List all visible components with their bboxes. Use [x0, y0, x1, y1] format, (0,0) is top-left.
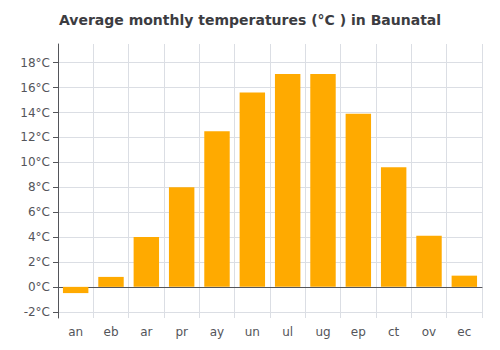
svg-text:an: an — [68, 325, 83, 339]
svg-text:ov: ov — [422, 325, 436, 339]
svg-text:0°C: 0°C — [28, 280, 50, 294]
svg-text:Average monthly temperatures (: Average monthly temperatures (°C ) in Ba… — [59, 12, 441, 28]
svg-text:ug: ug — [315, 325, 330, 339]
svg-text:ec: ec — [457, 325, 471, 339]
svg-text:12°C: 12°C — [20, 130, 50, 144]
svg-text:4°C: 4°C — [28, 230, 50, 244]
svg-text:ay: ay — [210, 325, 224, 339]
svg-text:ct: ct — [388, 325, 400, 339]
svg-text:6°C: 6°C — [28, 205, 50, 219]
svg-text:eb: eb — [104, 325, 119, 339]
svg-text:8°C: 8°C — [28, 180, 50, 194]
svg-text:2°C: 2°C — [28, 255, 50, 269]
svg-text:ep: ep — [351, 325, 366, 339]
svg-text:10°C: 10°C — [20, 155, 50, 169]
svg-text:ul: ul — [282, 325, 293, 339]
svg-text:14°C: 14°C — [20, 106, 50, 120]
svg-text:-2°C: -2°C — [24, 305, 50, 319]
svg-text:pr: pr — [175, 325, 188, 339]
svg-text:18°C: 18°C — [20, 56, 50, 70]
svg-text:16°C: 16°C — [20, 81, 50, 95]
svg-text:un: un — [245, 325, 260, 339]
svg-text:ar: ar — [140, 325, 152, 339]
